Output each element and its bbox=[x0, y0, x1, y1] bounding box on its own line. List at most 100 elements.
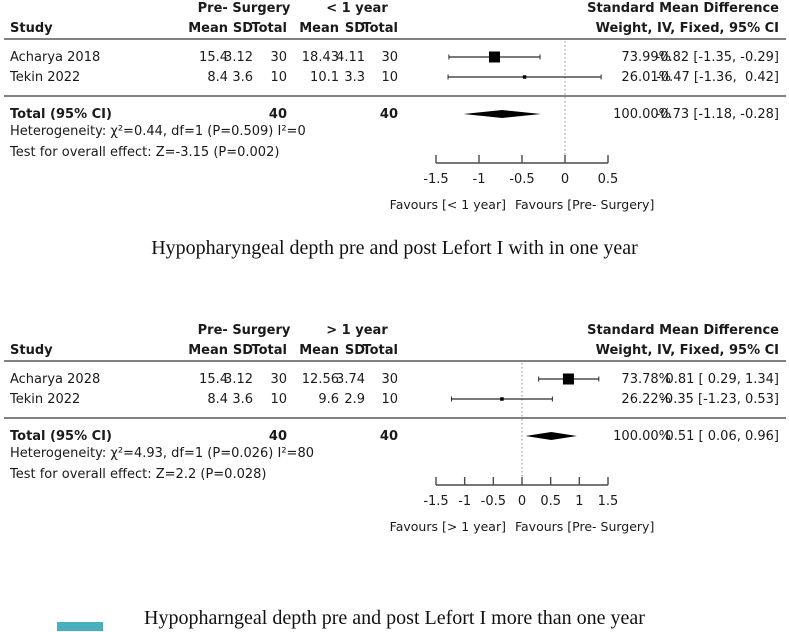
total-weight-value: 100.00% bbox=[613, 429, 671, 444]
total-rule bbox=[4, 417, 786, 419]
forest-plot-canvas bbox=[435, 41, 609, 164]
axis-tick-label: 0 bbox=[517, 494, 527, 509]
g1-mean-value: 15.4 bbox=[199, 50, 228, 65]
g1-total-value: 10 bbox=[270, 70, 287, 85]
estimate-ci-value: -0.82 [-1.35, -0.29] bbox=[655, 50, 779, 65]
study-row-label: Tekin 2022 bbox=[10, 70, 81, 85]
g2-sd-value: 3.3 bbox=[344, 70, 365, 85]
figure-caption: Hypopharyngeal depth pre and post Lefort… bbox=[151, 237, 638, 259]
g1-sd-value: 3.12 bbox=[224, 50, 253, 65]
total-diamond bbox=[463, 110, 541, 118]
g1-sd-value: 3.12 bbox=[224, 372, 253, 387]
g2-total-value: 10 bbox=[381, 70, 398, 85]
g1-total-header: Total bbox=[251, 21, 287, 36]
axis-tick-label: -1 bbox=[472, 172, 486, 187]
study-row-label: Acharya 2018 bbox=[10, 50, 101, 65]
axis-tick-label: -1 bbox=[458, 494, 472, 509]
g2-sd-header: SD bbox=[344, 343, 365, 358]
total-weight-value: 100.00% bbox=[613, 107, 671, 122]
favours-left-label: Favours [< 1 year] bbox=[389, 197, 506, 212]
favours-labels: Favours [< 1 year] Favours [Pre- Surgery] bbox=[322, 197, 722, 212]
g2-mean-value: 9.6 bbox=[318, 392, 339, 407]
estimate-ci-value: -0.47 [-1.36, 0.42] bbox=[656, 70, 779, 85]
effect-size-marker bbox=[522, 75, 527, 79]
smd-header: Standard Mean Difference bbox=[587, 323, 779, 338]
g2-mean-header: Mean bbox=[299, 343, 339, 358]
g1-grand-total: 40 bbox=[268, 429, 287, 444]
weight-ci-header: Weight, IV, Fixed, 95% CI bbox=[595, 21, 779, 36]
g2-sd-value: 2.9 bbox=[344, 392, 365, 407]
forest-plot-under-one-year: Pre- Surgery < 1 year Standard Mean Diff… bbox=[0, 0, 789, 232]
group1-header: Pre- Surgery bbox=[197, 1, 291, 16]
study-column-header: Study bbox=[10, 343, 53, 358]
g1-grand-total: 40 bbox=[268, 107, 287, 122]
g1-sd-value: 3.6 bbox=[232, 70, 253, 85]
g1-mean-value: 8.4 bbox=[207, 70, 228, 85]
selection-artifact-marker bbox=[57, 622, 103, 631]
forest-plot-canvas bbox=[435, 363, 609, 486]
smd-header: Standard Mean Difference bbox=[587, 1, 779, 16]
favours-labels: Favours [> 1 year] Favours [Pre- Surgery] bbox=[322, 519, 722, 534]
axis-tick-label: 1.5 bbox=[597, 494, 619, 509]
g1-total-value: 10 bbox=[270, 392, 287, 407]
group2-header: > 1 year bbox=[326, 323, 388, 338]
overall-effect-text: Test for overall effect: Z=2.2 (P=0.028) bbox=[10, 467, 267, 482]
weight-value: 73.99% bbox=[621, 50, 671, 65]
g2-total-value: 30 bbox=[381, 50, 398, 65]
g2-total-header: Total bbox=[362, 343, 398, 358]
g2-total-value: 10 bbox=[381, 392, 398, 407]
weight-value: 26.22% bbox=[621, 392, 671, 407]
g2-mean-value: 10.1 bbox=[310, 70, 339, 85]
favours-right-label: Favours [Pre- Surgery] bbox=[514, 519, 655, 534]
favours-right-label: Favours [Pre- Surgery] bbox=[514, 197, 655, 212]
effect-size-marker bbox=[500, 397, 504, 401]
favours-left-label: Favours [> 1 year] bbox=[389, 519, 506, 534]
g1-total-value: 30 bbox=[270, 372, 287, 387]
axis-tick-label: -0.5 bbox=[480, 494, 507, 509]
figure-caption: Hypopharngeal depth pre and post Lefort … bbox=[144, 607, 645, 629]
axis-tick-label: -1.5 bbox=[423, 172, 449, 187]
forest-plot-over-one-year: Pre- Surgery > 1 year Standard Mean Diff… bbox=[0, 322, 789, 554]
g2-sd-header: SD bbox=[344, 21, 365, 36]
g2-grand-total: 40 bbox=[379, 107, 398, 122]
overall-effect-text: Test for overall effect: Z=-3.15 (P=0.00… bbox=[10, 145, 280, 160]
group2-header: < 1 year bbox=[326, 1, 388, 16]
g1-sd-value: 3.6 bbox=[232, 392, 253, 407]
axis-tick-label: 0 bbox=[560, 172, 570, 187]
total-label: Total (95% CI) bbox=[10, 429, 112, 444]
study-row-label: Acharya 2028 bbox=[10, 372, 101, 387]
study-row-label: Tekin 2022 bbox=[10, 392, 81, 407]
heterogeneity-text: Heterogeneity: χ²=0.44, df=1 (P=0.509) I… bbox=[10, 124, 306, 139]
weight-value: 26.01% bbox=[621, 70, 671, 85]
axis-tick-label: 1 bbox=[575, 494, 584, 509]
g1-sd-header: SD bbox=[232, 21, 253, 36]
g2-sd-value: 4.11 bbox=[336, 50, 365, 65]
study-column-header: Study bbox=[10, 21, 53, 36]
total-estimate-ci-value: -0.73 [-1.18, -0.28] bbox=[655, 107, 779, 122]
header-rule bbox=[4, 360, 786, 362]
g1-mean-header: Mean bbox=[188, 21, 228, 36]
axis-tick-label: -1.5 bbox=[423, 494, 449, 509]
total-estimate-ci-value: 0.51 [ 0.06, 0.96] bbox=[665, 429, 779, 444]
g2-grand-total: 40 bbox=[379, 429, 398, 444]
total-label: Total (95% CI) bbox=[10, 107, 112, 122]
group1-header: Pre- Surgery bbox=[197, 323, 291, 338]
g2-total-value: 30 bbox=[381, 372, 398, 387]
g1-total-header: Total bbox=[251, 343, 287, 358]
weight-value: 73.78% bbox=[621, 372, 671, 387]
g2-mean-header: Mean bbox=[299, 21, 339, 36]
axis-tick-label: 0.5 bbox=[540, 494, 561, 509]
g1-total-value: 30 bbox=[270, 50, 287, 65]
estimate-ci-value: -0.35 [-1.23, 0.53] bbox=[660, 392, 779, 407]
total-rule bbox=[4, 95, 786, 97]
header-rule bbox=[4, 38, 786, 40]
effect-size-marker bbox=[562, 373, 574, 385]
g1-mean-value: 8.4 bbox=[207, 392, 228, 407]
weight-ci-header: Weight, IV, Fixed, 95% CI bbox=[595, 343, 779, 358]
g2-sd-value: 3.74 bbox=[336, 372, 365, 387]
total-diamond bbox=[525, 432, 578, 440]
g1-sd-header: SD bbox=[232, 343, 253, 358]
g2-mean-value: 18.43 bbox=[301, 50, 339, 65]
g1-mean-value: 15.4 bbox=[199, 372, 228, 387]
